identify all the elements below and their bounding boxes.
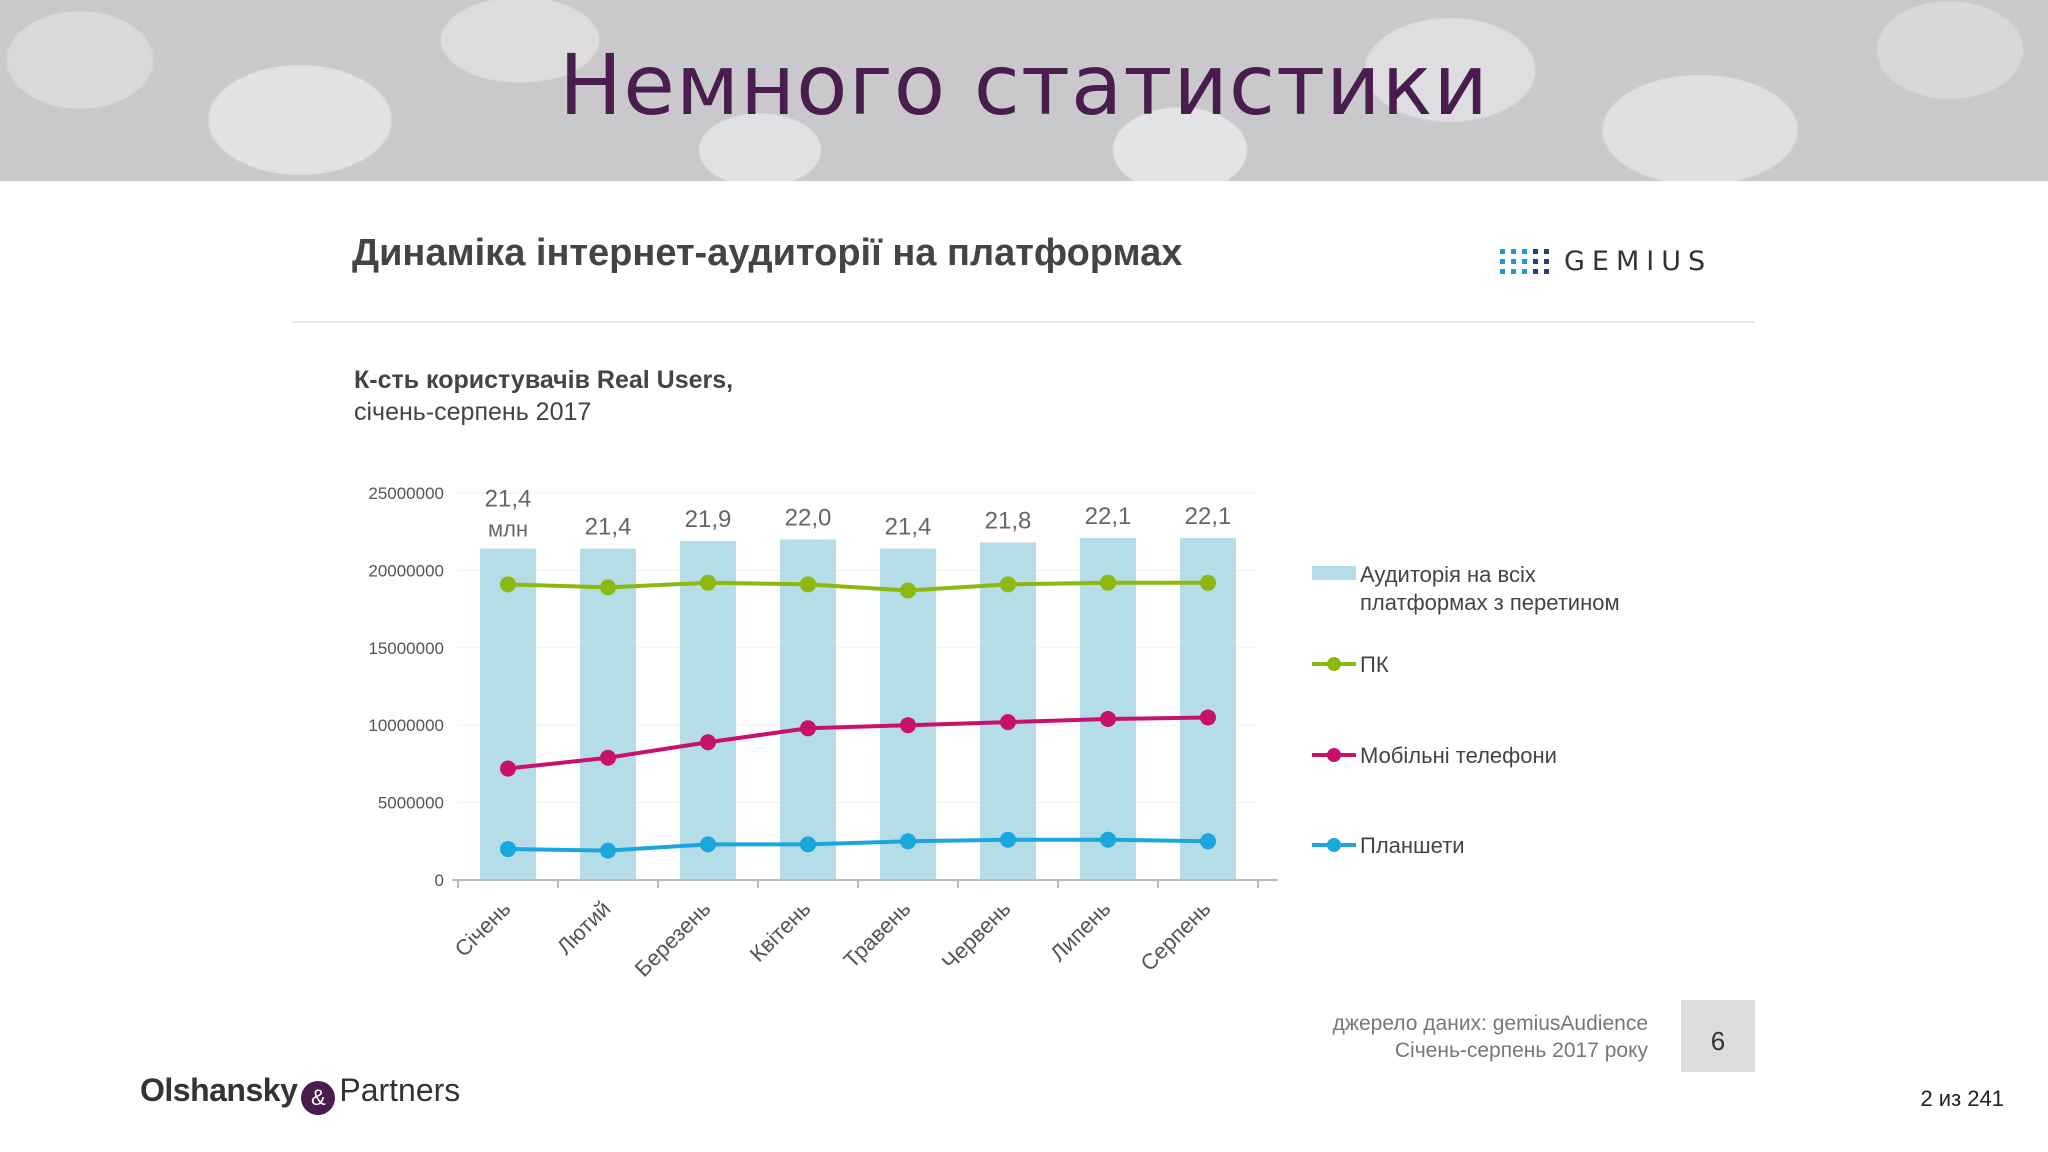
bar <box>1180 537 1236 880</box>
series-point <box>800 720 816 737</box>
legend-marker <box>1327 657 1341 671</box>
chart-subtitle-bold: К-сть користувачів Real Users, <box>354 366 734 394</box>
series-point <box>500 576 516 593</box>
series-line <box>507 837 1209 853</box>
series-point <box>900 582 916 599</box>
company-logo: Olshansky & Partners <box>140 1072 460 1116</box>
header-banner: Немного статистики <box>0 0 2048 181</box>
bar <box>680 540 736 880</box>
gemius-brand-text: GEMIUS <box>1564 246 1713 277</box>
legend-marker <box>1327 838 1341 852</box>
bar-value-unit: млн <box>488 517 528 542</box>
series-point <box>700 734 716 751</box>
legend-label: ПК <box>1360 652 1389 677</box>
bar <box>1080 537 1136 880</box>
series-point <box>800 576 816 593</box>
series-point <box>1100 574 1116 591</box>
series-point <box>1200 574 1216 591</box>
bar-value-label: 22,1 <box>1185 503 1232 530</box>
users-chart: 25000000 20000000 15000000 10000000 5000000 0… <box>368 484 1620 982</box>
series-point <box>1100 831 1116 848</box>
x-tick-label: Березень <box>630 896 716 982</box>
data-source: джерело даних: gemiusAudience Січень-сер… <box>1200 1010 1648 1064</box>
series-point <box>1200 709 1216 726</box>
bar-value-label: 21,4 <box>485 486 532 513</box>
bar-value-label: 22,0 <box>785 504 832 531</box>
y-tick-label: 25000000 <box>368 484 444 503</box>
x-tick-label: Липень <box>1045 896 1115 966</box>
bar-value-label: 21,4 <box>885 514 932 541</box>
bar <box>980 542 1036 880</box>
series-point <box>500 760 516 777</box>
legend-label: Планшети <box>1360 833 1465 858</box>
source-line-1: джерело даних: gemiusAudience <box>1332 1012 1648 1035</box>
series-point <box>900 833 916 850</box>
bar-value-label: 21,9 <box>685 506 732 533</box>
bar-value-label: 22,1 <box>1085 503 1132 530</box>
series-line <box>507 580 1208 593</box>
series-point <box>1000 714 1016 731</box>
bar <box>880 548 936 880</box>
legend-label: Мобільні телефони <box>1360 743 1557 768</box>
x-tick-label: Січень <box>450 896 516 962</box>
company-name-first: Olshansky <box>140 1072 298 1108</box>
series-point <box>600 749 616 766</box>
y-tick-label: 10000000 <box>368 716 444 735</box>
slide-heading: Немного статистики <box>559 36 1489 134</box>
series-point <box>600 842 616 859</box>
bar-value-label: 21,8 <box>985 508 1032 535</box>
x-tick-label: Серпень <box>1136 896 1216 976</box>
x-tick-label: Лютий <box>552 896 616 960</box>
series-point <box>900 717 916 734</box>
x-tick-label: Квітень <box>745 896 816 967</box>
series-point <box>1200 833 1216 850</box>
ampersand-icon: & <box>301 1081 336 1115</box>
source-line-2: Січень-серпень 2017 року <box>1394 1039 1648 1062</box>
series-line <box>507 715 1209 771</box>
bar <box>780 539 836 880</box>
series-point <box>1000 576 1016 593</box>
gemius-logo: GEMIUS <box>1500 246 1730 280</box>
legend-swatch-bars <box>1312 566 1356 580</box>
series-point <box>800 836 816 853</box>
y-tick-label: 5000000 <box>378 794 444 813</box>
company-name-second: Partners <box>339 1072 461 1108</box>
x-tick-label: Травень <box>838 896 915 973</box>
series-point <box>700 836 716 853</box>
legend-label-bars: Аудиторія на всіх <box>1360 562 1536 587</box>
series-point <box>700 574 716 591</box>
x-tick-label: Червень <box>937 896 1016 975</box>
legend-marker <box>1327 748 1341 762</box>
series-point <box>600 579 616 596</box>
y-tick-label: 15000000 <box>368 639 444 658</box>
divider <box>292 321 1754 323</box>
card-title: Динаміка інтернет-аудиторії на платформа… <box>352 232 1183 274</box>
chart-subtitle-period: січень-серпень 2017 <box>354 398 592 426</box>
bar <box>480 548 536 880</box>
series-point <box>500 841 516 858</box>
bar <box>580 548 636 880</box>
y-tick-label: 20000000 <box>368 561 444 580</box>
page-counter: 2 из 241 <box>1920 1086 2004 1111</box>
y-tick-label: 0 <box>435 871 444 890</box>
bar-value-label: 21,4 <box>585 514 632 541</box>
legend-label-bars-line2: платформах з перетином <box>1360 590 1620 615</box>
slide-number-box: 6 <box>1681 1000 1755 1072</box>
series-point <box>1000 831 1016 848</box>
gemius-dots-icon <box>1500 249 1549 274</box>
series-point <box>1100 711 1116 728</box>
